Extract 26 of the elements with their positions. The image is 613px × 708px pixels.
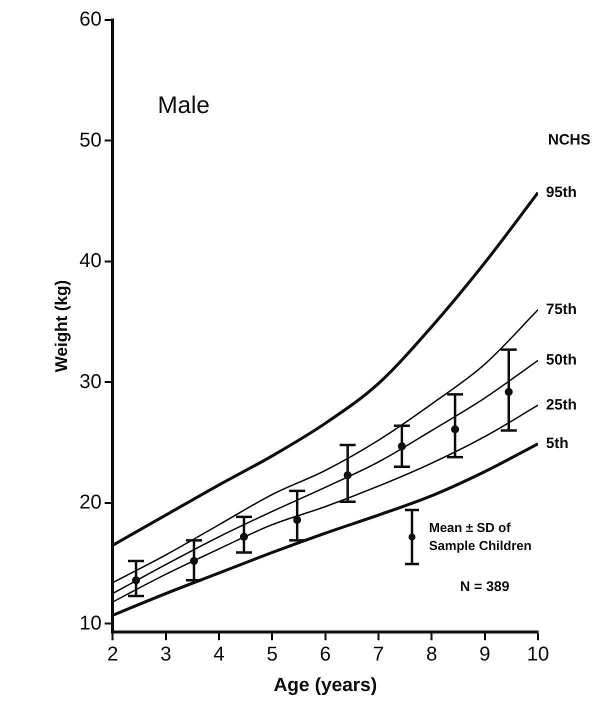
series-label: 75th	[546, 300, 577, 318]
x-tick-label: 10	[526, 644, 550, 666]
annotation: N = 389	[460, 578, 510, 594]
series-label: 50th	[546, 352, 577, 369]
x-tick-label: 4	[213, 644, 225, 666]
y-axis-title: Weight (kg)	[52, 280, 71, 372]
y-tick-label: 10	[79, 612, 102, 634]
y-tick-label: 30	[79, 370, 102, 393]
x-tick-label: 7	[372, 644, 384, 666]
x-tick-label: 2	[107, 644, 118, 666]
y-tick-label: 60	[79, 8, 102, 31]
x-axis-title: Age (years)	[274, 674, 378, 696]
x-tick-label: 6	[320, 644, 331, 666]
x-tick-label: 3	[160, 644, 172, 666]
y-tick-label: 50	[79, 129, 102, 152]
legend-label: Mean ± SD of Sample Children	[429, 519, 533, 556]
y-tick-label: 40	[79, 250, 102, 272]
series-label: 5th	[546, 434, 568, 452]
text: Male	[158, 92, 210, 119]
x-tick-label: 8	[426, 644, 438, 666]
series-label: 95th	[546, 184, 577, 201]
series-label: 25th	[546, 396, 577, 414]
x-tick-label: 9	[479, 644, 490, 666]
text: NCHS	[548, 132, 591, 149]
x-tick-label: 5	[266, 644, 278, 666]
y-tick-label: 20	[79, 492, 102, 514]
